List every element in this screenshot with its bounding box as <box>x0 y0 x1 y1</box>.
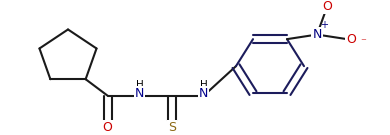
Text: O: O <box>346 33 356 46</box>
Text: +: + <box>320 20 328 30</box>
Text: ⁻: ⁻ <box>360 37 366 47</box>
Text: N: N <box>135 87 144 100</box>
Text: H: H <box>200 80 207 90</box>
Text: H: H <box>136 80 144 90</box>
Text: S: S <box>168 121 176 134</box>
Text: N: N <box>199 87 208 100</box>
Text: N: N <box>312 28 322 41</box>
Text: O: O <box>322 0 332 13</box>
Text: O: O <box>103 121 113 134</box>
